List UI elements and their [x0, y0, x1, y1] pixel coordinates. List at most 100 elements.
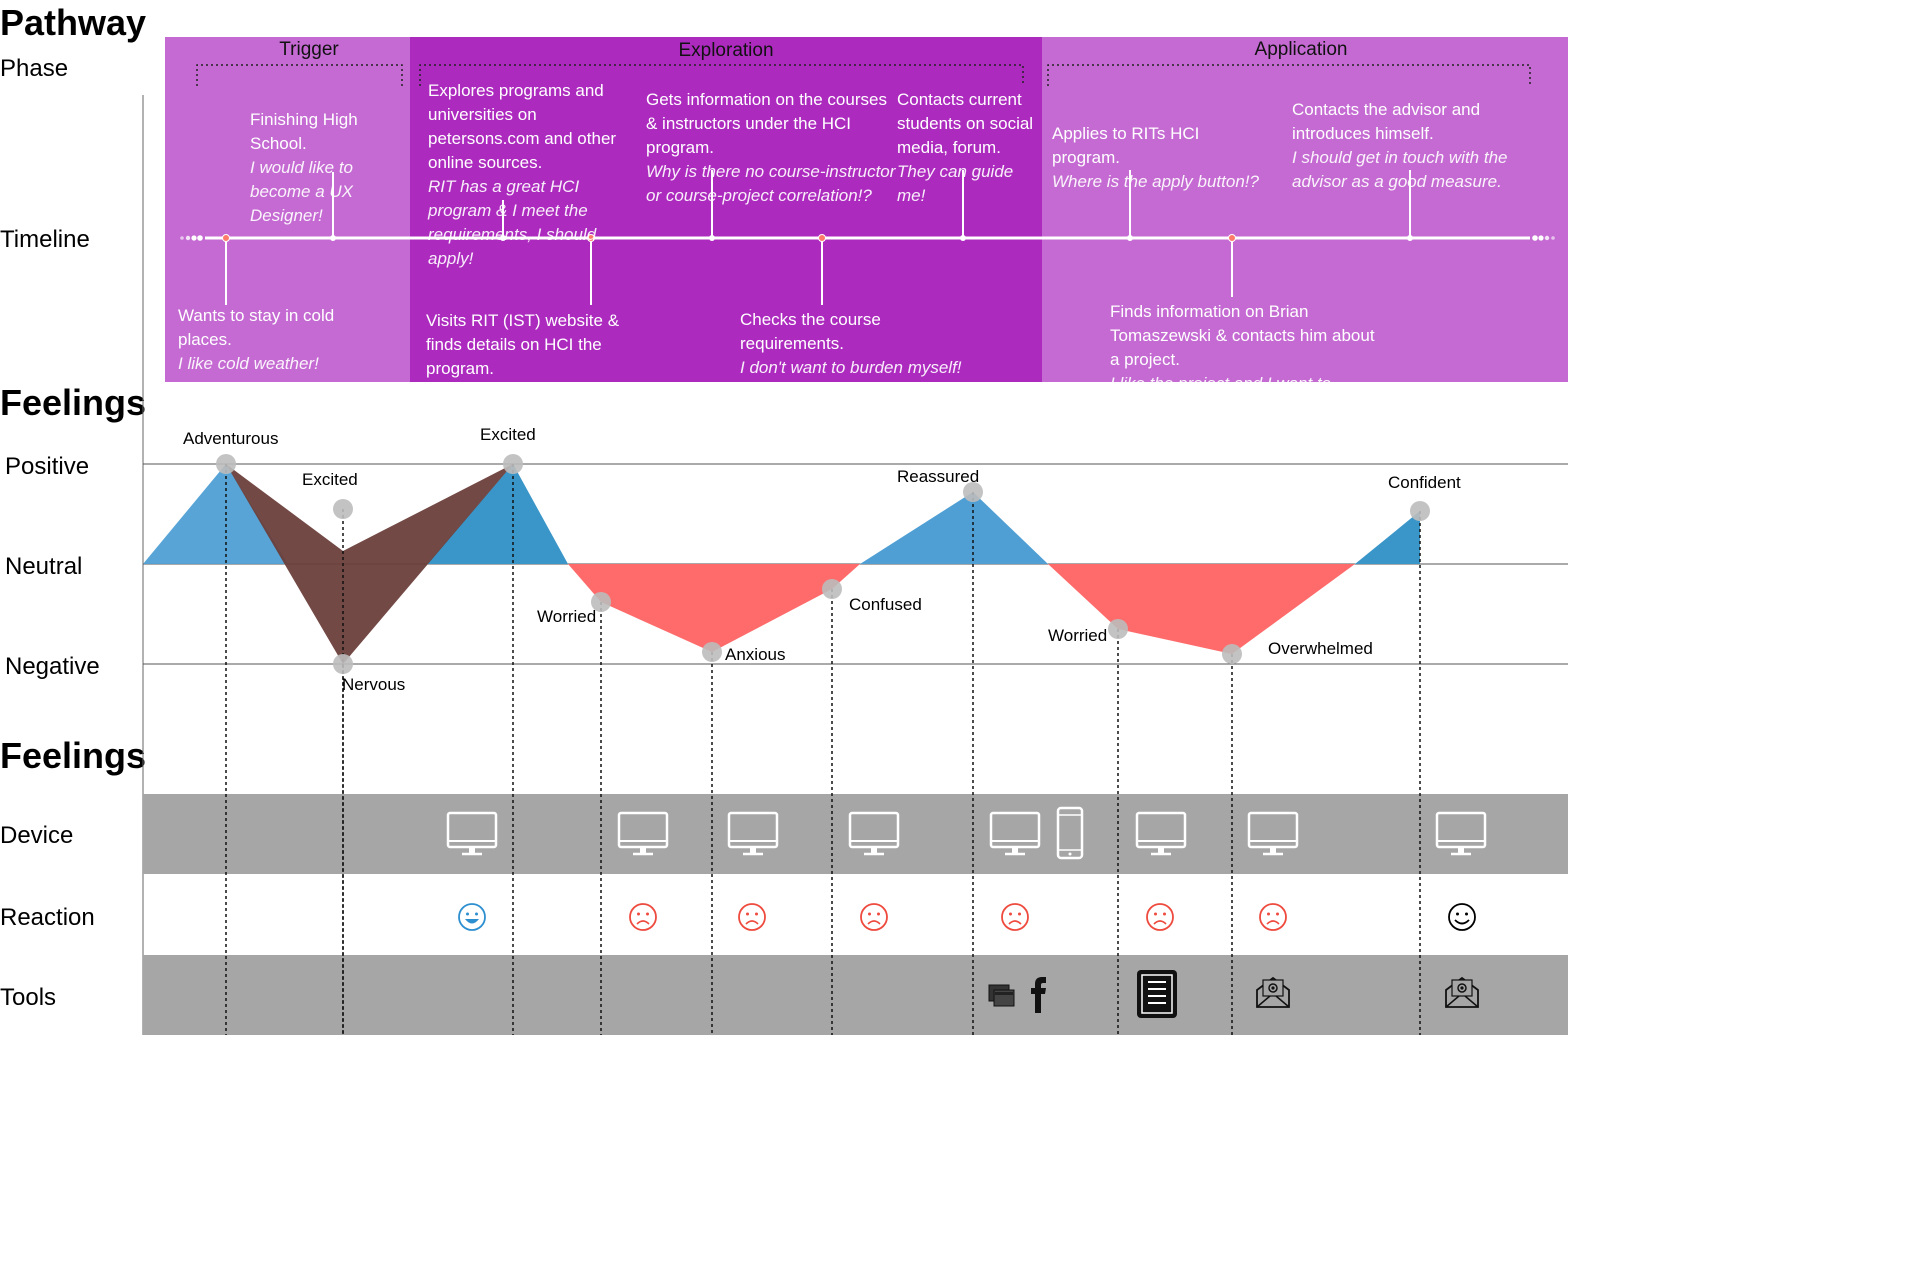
smile-face-icon [1448, 903, 1476, 931]
phase-trigger-label: Trigger [279, 39, 339, 60]
feeling-label-adventurous: Adventurous [183, 429, 279, 448]
mixed-area-nervous [226, 464, 513, 664]
neutral-label: Neutral [5, 553, 83, 580]
feelings-title-2: Feelings [0, 735, 147, 776]
feeling-label-confused: Confused [849, 595, 922, 614]
feeling-label-overwhelmed: Overwhelmed [1268, 639, 1373, 658]
sad-face-icon [860, 903, 888, 931]
positive-area-reassured [860, 492, 1048, 564]
emotion-point [822, 579, 842, 599]
tools-band [143, 955, 1568, 1035]
feeling-label-nervous: Nervous [342, 675, 406, 694]
document-icon [1137, 970, 1177, 1018]
reaction-icons [458, 903, 1476, 931]
event-visits-website: Visits RIT (IST) website & finds details… [426, 309, 636, 429]
desktop-icon [989, 811, 1041, 856]
negative-area-anxious [568, 564, 860, 652]
desktop-icon [727, 811, 779, 856]
phase-application-label: Application [1254, 39, 1348, 60]
happy-face-icon [458, 903, 486, 931]
positive-label: Positive [5, 453, 90, 480]
tools-label: Tools [0, 984, 57, 1011]
event-text: Applies to RITs HCI program. [1052, 124, 1200, 167]
sad-face-icon [1259, 903, 1287, 931]
desktop-icon [446, 811, 498, 856]
event-text: Finds information on Brian Tomaszewski &… [1110, 302, 1375, 369]
sad-face-icon [629, 903, 657, 931]
emotion-point [1108, 619, 1128, 639]
emotion-points [216, 454, 1430, 674]
timeline-end-dots [1532, 235, 1555, 241]
event-quote: I would like to become a UX Designer! [250, 158, 353, 225]
device-band [143, 794, 1568, 874]
event-text: Contacts current students on social medi… [897, 90, 1034, 157]
desktop-icon [1135, 811, 1187, 856]
feelings-title: Feelings [0, 382, 147, 423]
event-brian-tomaszewski: Finds information on Brian Tomaszewski &… [1110, 300, 1385, 420]
event-text: Contacts the advisor and introduces hims… [1292, 100, 1481, 143]
sad-face-icon [1001, 903, 1029, 931]
phase-bg-trigger [165, 37, 410, 382]
bracket-exploration [419, 64, 1024, 86]
emotion-point [702, 642, 722, 662]
event-quote: Why is there no course-instructor or cou… [646, 162, 896, 205]
emotion-point [216, 454, 236, 474]
event-course-information: Gets information on the courses & instru… [646, 88, 898, 208]
event-quote: They can guide me! [897, 162, 1014, 205]
positive-area-excited [427, 464, 568, 564]
dashed-guides [225, 464, 1421, 1035]
bracket-trigger [196, 64, 403, 86]
sad-face-icon [1146, 903, 1174, 931]
event-text: Checks the course requirements. [740, 310, 881, 353]
device-label: Device [0, 822, 74, 849]
reaction-label: Reaction [0, 904, 95, 931]
event-finishing-high-school: Finishing High School. I would like to b… [250, 108, 410, 228]
negative-area-overwhelmed [1048, 564, 1355, 654]
event-quote: I don't want to burden myself! [740, 358, 962, 377]
emotion-point [333, 654, 353, 674]
emotion-shapes [143, 464, 1420, 664]
email-icon [1256, 976, 1290, 1008]
event-applies-program: Applies to RITs HCI program. Where is th… [1052, 122, 1262, 194]
event-contacts-students: Contacts current students on social medi… [897, 88, 1037, 208]
phase-exploration-label: Exploration [678, 40, 774, 61]
feeling-label-confident: Confident [1388, 473, 1461, 492]
feeling-label-anxious: Anxious [725, 645, 786, 664]
desktop-icon [1247, 811, 1299, 856]
timeline-start-dots [180, 235, 203, 241]
event-text: Finishing High School. [250, 110, 358, 153]
emotion-point [963, 482, 983, 502]
event-text: Visits RIT (IST) website & finds details… [426, 311, 620, 378]
event-quote: RIT has a great HCI program & I meet the… [428, 177, 597, 268]
tool-icons [988, 970, 1479, 1018]
phone-icon [1056, 806, 1084, 860]
emotion-point [333, 499, 353, 519]
feeling-label-worried-2: Worried [1048, 626, 1108, 645]
feeling-label-excited-1: Excited [302, 470, 358, 489]
timeline-label: Timeline [0, 226, 90, 253]
event-quote: Things are difficult to understand! [426, 383, 583, 426]
emotion-point [591, 592, 611, 612]
emotion-point [1222, 644, 1242, 664]
desktop-icon [617, 811, 669, 856]
event-text: Wants to stay in cold places. [178, 306, 335, 349]
email-icon [1445, 976, 1479, 1008]
bracket-application [1047, 64, 1531, 86]
positive-area-adventurous [143, 464, 288, 564]
pathway-title: Pathway [0, 2, 147, 43]
event-quote: I should get in touch with the advisor a… [1292, 148, 1508, 191]
event-course-requirements: Checks the course requirements. I don't … [740, 308, 980, 380]
event-quote: Where is the apply button!? [1052, 172, 1259, 191]
event-quote: I like the project and I want to contrib… [1110, 374, 1332, 417]
desktop-icon [1435, 811, 1487, 856]
event-explores-programs: Explores programs and universities on pe… [428, 79, 633, 271]
positive-area-confident [1355, 511, 1420, 564]
feeling-label-worried-1: Worried [537, 607, 597, 626]
phase-label: Phase [0, 55, 69, 82]
browser-windows-icon [988, 984, 1015, 1007]
device-icons [446, 806, 1487, 860]
facebook-icon [1031, 977, 1046, 1013]
event-contacts-advisor: Contacts the advisor and introduces hims… [1292, 98, 1540, 194]
feeling-label-reassured: Reassured [897, 467, 980, 486]
